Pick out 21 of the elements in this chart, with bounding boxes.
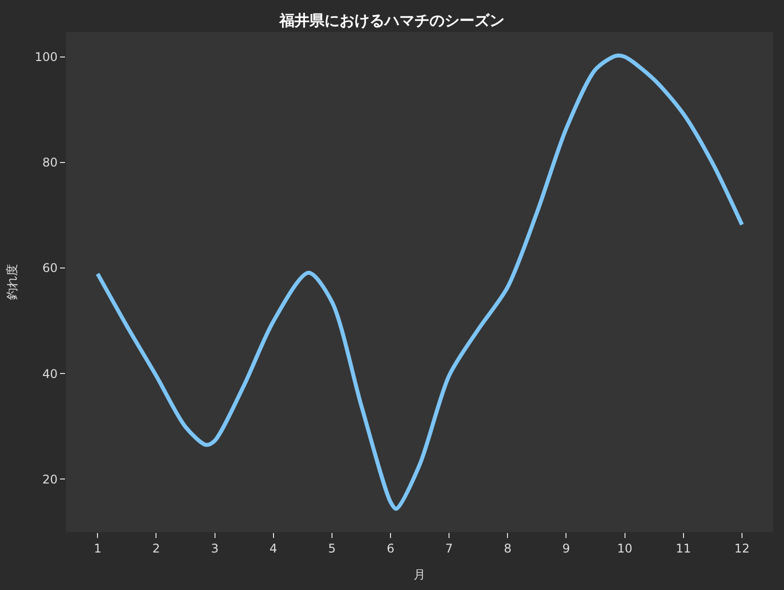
x-tick-label: 3	[210, 541, 219, 556]
x-tick-label: 1	[94, 541, 102, 556]
x-tick-label: 11	[676, 541, 692, 556]
x-tick-label: 6	[386, 541, 394, 556]
line-series	[96, 54, 744, 511]
y-tick-label: 80	[42, 156, 58, 170]
x-tick-label: 5	[328, 541, 336, 556]
x-axis-title: 月	[414, 567, 426, 582]
x-tick-label: 10	[617, 541, 632, 556]
y-tick-label: 100	[34, 50, 58, 64]
y-tick-label: 60	[42, 261, 58, 276]
y-tick-label: 40	[42, 366, 58, 381]
y-axis-title: 釣れ度	[4, 264, 19, 300]
x-tick-label: 9	[562, 541, 570, 556]
x-tick-label: 8	[504, 541, 512, 556]
y-tick-label: 20	[42, 472, 58, 486]
x-tick-label: 7	[445, 541, 453, 556]
x-tick-label: 2	[152, 541, 160, 556]
chart-title: 福井県におけるハマチのシーズン	[278, 11, 504, 30]
x-tick-label: 4	[270, 541, 278, 556]
x-tick-label: 12	[734, 541, 750, 556]
